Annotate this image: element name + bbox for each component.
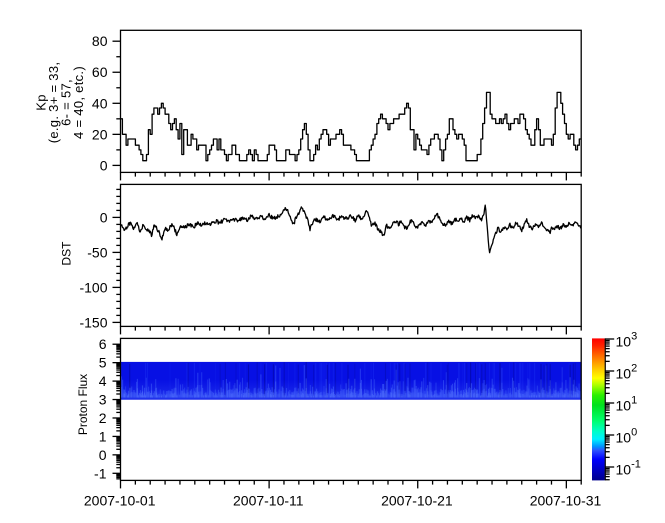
svg-text:60: 60 (92, 64, 108, 80)
svg-text:4: 4 (99, 373, 107, 389)
svg-text:Kp: Kp (34, 94, 49, 111)
svg-text:-1: -1 (94, 465, 107, 481)
svg-text:40: 40 (92, 95, 108, 111)
svg-text:0: 0 (100, 209, 108, 225)
svg-text:2: 2 (99, 410, 107, 426)
svg-text:-50: -50 (87, 244, 107, 260)
svg-text:3: 3 (99, 392, 107, 408)
svg-text:2007-10-01: 2007-10-01 (84, 493, 156, 509)
svg-text:2007-10-31: 2007-10-31 (530, 493, 602, 509)
svg-text:5: 5 (99, 355, 107, 371)
svg-text:-100: -100 (79, 279, 107, 295)
svg-text:6: 6 (99, 336, 107, 352)
svg-text:-150: -150 (79, 314, 107, 330)
svg-text:6- = 57,: 6- = 57, (59, 79, 74, 126)
svg-text:0: 0 (100, 157, 108, 173)
svg-text:(e.g. 3+ = 33,: (e.g. 3+ = 33, (46, 62, 61, 144)
svg-text:80: 80 (92, 33, 108, 49)
svg-text:1: 1 (99, 428, 107, 444)
svg-text:0: 0 (99, 447, 107, 463)
svg-text:Proton Flux: Proton Flux (76, 374, 90, 435)
svg-text:2007-10-21: 2007-10-21 (381, 493, 453, 509)
svg-text:4 = 40, etc.): 4 = 40, etc.) (71, 66, 86, 139)
svg-text:2007-10-11: 2007-10-11 (233, 493, 304, 509)
svg-text:20: 20 (92, 126, 108, 142)
svg-text:DST: DST (59, 241, 73, 266)
